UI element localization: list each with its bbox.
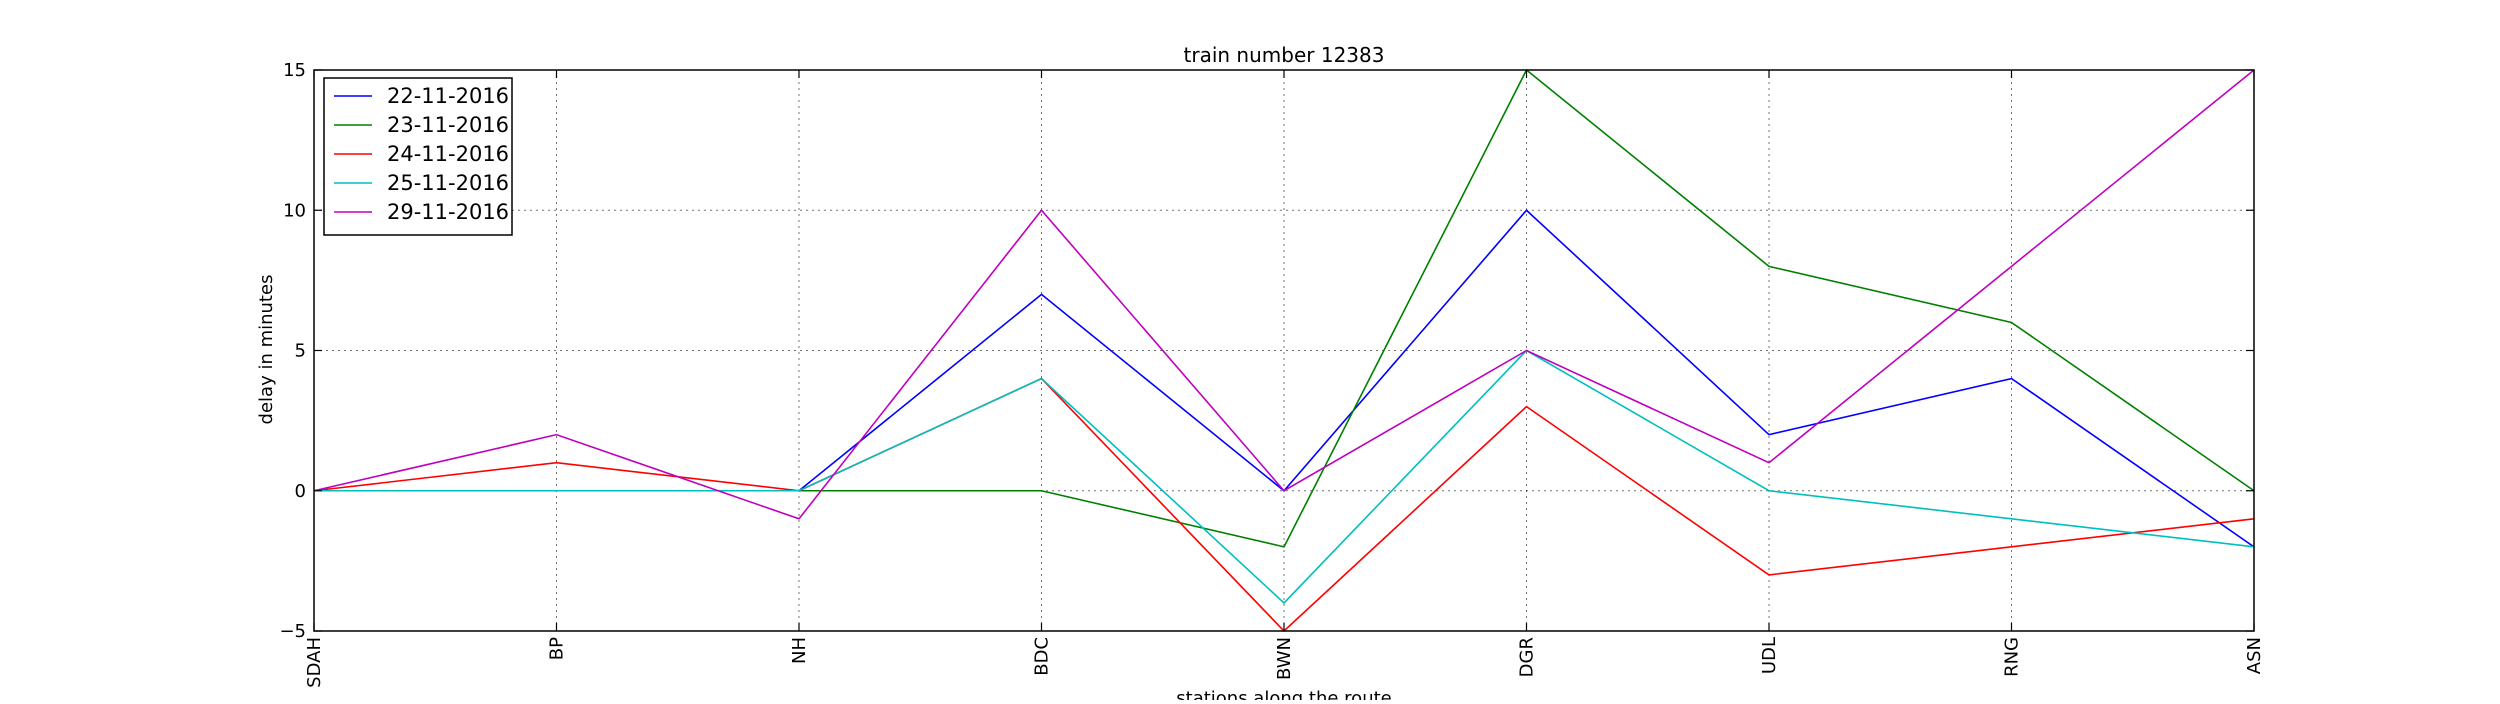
y-tick-label: −5 xyxy=(279,621,306,642)
y-tick-label: 5 xyxy=(295,341,306,362)
legend-label: 24-11-2016 xyxy=(387,142,509,166)
y-tick-label: 0 xyxy=(295,481,306,502)
x-tick-label-BDC: BDC xyxy=(1032,637,1053,676)
chart-title: train number 12383 xyxy=(1184,43,1385,67)
x-tick-label-SDAH: SDAH xyxy=(304,637,325,688)
series-line-29-11-2016 xyxy=(313,69,2255,520)
y-tick-label: 15 xyxy=(283,60,306,81)
y-axis-title: delay in minutes xyxy=(256,275,277,425)
x-tick-label-DGR: DGR xyxy=(1517,637,1538,677)
series-line-25-11-2016 xyxy=(314,349,2255,605)
y-axis-ticks: −5 0 5 10 15 xyxy=(279,60,2254,642)
legend-label: 23-11-2016 xyxy=(387,113,509,137)
legend-label: 25-11-2016 xyxy=(387,171,509,195)
legend: 22-11-2016 23-11-2016 24-11-2016 25-11-2016… xyxy=(323,77,513,236)
x-tick-label-BWN: BWN xyxy=(1274,637,1295,680)
legend-label: 22-11-2016 xyxy=(387,84,509,108)
x-axis-ticks: SDAH BP NH BDC BWN DGR UDL RNG ASN xyxy=(304,70,2265,688)
legend-label: 29-11-2016 xyxy=(387,200,509,224)
x-tick-label-BP: BP xyxy=(547,637,568,660)
legend-box xyxy=(323,77,513,236)
x-tick-label-UDL: UDL xyxy=(1759,637,1780,674)
x-tick-label-RNG: RNG xyxy=(2002,637,2023,677)
x-axis-title: stations along the route xyxy=(1176,688,1391,700)
series-line-23-11-2016 xyxy=(314,68,2255,548)
y-tick-label: 10 xyxy=(283,200,306,221)
x-tick-label-ASN: ASN xyxy=(2244,637,2265,674)
x-tick-label-NH: NH xyxy=(789,637,810,664)
